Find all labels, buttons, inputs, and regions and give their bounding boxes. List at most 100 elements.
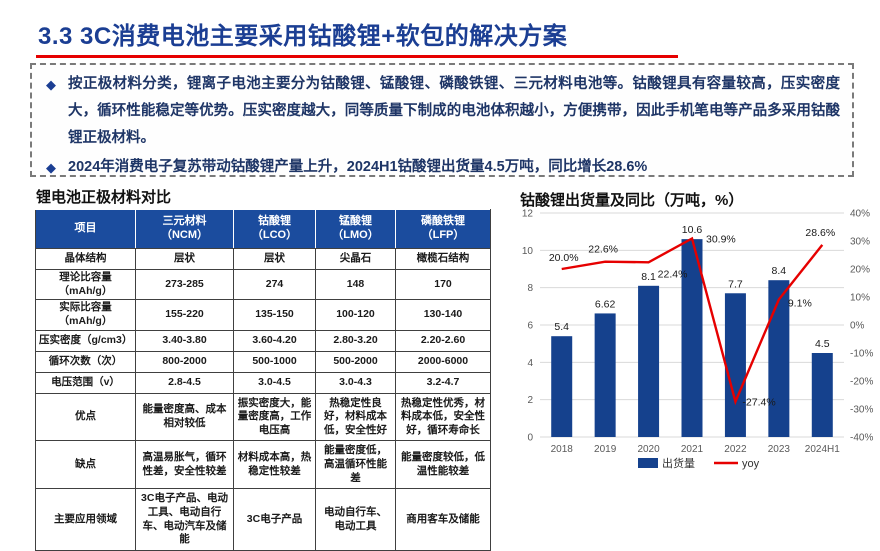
yoy-value-label: 30.9%: [706, 233, 736, 245]
bullet-item: ◆ 按正极材料分类，锂离子电池主要分为钴酸锂、锰酸锂、磷酸铁锂、三元材料电池等。…: [46, 71, 840, 152]
highlight-box: ◆ 按正极材料分类，锂离子电池主要分为钴酸锂、锰酸锂、磷酸铁锂、三元材料电池等。…: [30, 63, 854, 177]
svg-text:12: 12: [522, 209, 534, 220]
table-cell: 能量密度低，高温循环性能差: [315, 440, 396, 490]
row-label-cell: 缺点: [35, 440, 136, 490]
row-label-cell: 实际比容量（mAh/g）: [35, 299, 136, 331]
svg-text:4: 4: [527, 358, 533, 369]
yoy-value-label: 22.4%: [658, 268, 688, 280]
yoy-value-label: 9.1%: [788, 298, 812, 310]
row-label-cell: 循环次数（次）: [35, 350, 136, 373]
table-cell: 橄榄石结构: [395, 248, 491, 270]
table-row: 缺点 高温易胀气，循环性差，安全性较差 材料成本高，热稳定性较差 能量密度低，高温循环…: [35, 440, 491, 490]
table-cell: 层状: [233, 248, 316, 270]
diamond-bullet-icon: ◆: [46, 160, 56, 175]
table-header-cell: 钴酸锂 （LCO）: [233, 209, 316, 249]
x-axis-labels: 2018 2019 2020 2021 2022 2023 2024H1: [551, 444, 841, 455]
table-cell: 2.8-4.5: [135, 371, 234, 394]
svg-text:30%: 30%: [850, 237, 870, 248]
table-cell: 3C电子产品、电动工具、电动自行车、电动汽车及储能: [135, 488, 234, 551]
yoy-value-label: 20.0%: [549, 252, 579, 264]
bar-2018-plus-0: [551, 336, 573, 437]
yoy-value-label: -27.4%: [742, 397, 775, 409]
x-axis-label: 2024H1: [805, 444, 840, 455]
table-row: 晶体结构 层状 层状 尖晶石 橄榄石结构: [35, 248, 491, 270]
row-label-cell: 优点: [35, 392, 136, 442]
table-cell: 3.0-4.5: [233, 371, 316, 394]
table-row: 实际比容量（mAh/g） 155-220 135-150 100-120 130-140: [35, 299, 491, 331]
bar-2018-plus-6: [811, 353, 833, 437]
bar-value-label: 8.1: [641, 271, 656, 283]
row-label-cell: 晶体结构: [35, 248, 136, 270]
table-cell: 800-2000: [135, 350, 234, 373]
bar-2018-plus-5: [768, 280, 790, 437]
legend-bar-label: 出货量: [662, 456, 695, 470]
table-cell: 273-285: [135, 268, 234, 301]
diamond-bullet-icon: ◆: [46, 77, 56, 92]
table-title: 锂电池正极材料对比: [36, 189, 172, 206]
table-cell: 3.40-3.80: [135, 329, 234, 352]
table-cell: 100-120: [315, 299, 396, 331]
svg-text:40%: 40%: [850, 209, 870, 220]
table-head: 项目 三元材料 （NCM） 钴酸锂 （LCO） 锰酸锂 （LMO） 磷酸铁锂 （LFP）: [35, 209, 491, 249]
table-cell: 热稳定性优秀，材料成本低，安全性好，循环寿命长: [395, 392, 491, 442]
bar-value-label: 6.62: [595, 298, 616, 310]
table-cell: 500-2000: [315, 350, 396, 373]
svg-text:6: 6: [527, 321, 533, 332]
table-header-cell: 项目: [35, 209, 136, 249]
bullet-item: ◆ 2024年消费电子复苏带动钴酸锂产量上升，2024H1钴酸锂出货量4.5万吨…: [46, 154, 840, 181]
svg-text:8: 8: [527, 283, 533, 294]
table-cell: 高温易胀气，循环性差，安全性较差: [135, 440, 234, 490]
svg-text:20%: 20%: [850, 265, 870, 276]
bar-2018-plus-3: [681, 239, 703, 437]
row-label-cell: 主要应用领域: [35, 488, 136, 551]
table-cell: 135-150: [233, 299, 316, 331]
table-cell: 3.2-4.7: [395, 371, 491, 394]
table-cell: 2.80-3.20: [315, 329, 396, 352]
row-label-cell: 电压范围（v）: [35, 371, 136, 394]
x-axis-label: 2018: [551, 444, 574, 455]
left-axis-ticks: 0 2 4 6 8 10 12: [522, 209, 534, 444]
svg-text:-10%: -10%: [850, 349, 873, 360]
x-axis-label: 2023: [768, 444, 791, 455]
table-header-cell: 锰酸锂 （LMO）: [315, 209, 396, 249]
svg-text:-30%: -30%: [850, 405, 873, 416]
table-cell: 能量密度高、成本相对较低: [135, 392, 234, 442]
right-axis-ticks: -40% -30% -20% -10% 0% 10% 20% 30% 40%: [850, 209, 873, 444]
table-header-cell: 磷酸铁锂 （LFP）: [395, 209, 491, 249]
table-row: 电压范围（v） 2.8-4.5 3.0-4.5 3.0-4.3 3.2-4.7: [35, 371, 491, 394]
table-row: 压实密度（g/cm3） 3.40-3.80 3.60-4.20 2.80-3.20 2.…: [35, 329, 491, 352]
row-label-cell: 压实密度（g/cm3）: [35, 329, 136, 352]
yoy-line: [561, 236, 824, 406]
yoy-labels: 20.0% 22.6% 22.4% 30.9% -27.4% 9.1% 28.6%: [549, 227, 835, 409]
svg-text:-40%: -40%: [850, 433, 873, 444]
table-cell: 材料成本高，热稳定性较差: [233, 440, 316, 490]
x-axis-label: 2021: [681, 444, 704, 455]
table-cell: 电动自行车、电动工具: [315, 488, 396, 551]
svg-text:-20%: -20%: [850, 377, 873, 388]
svg-text:2: 2: [527, 395, 533, 406]
table-cell: 振实密度大，能量密度高，工作电压高: [233, 392, 316, 442]
svg-text:10%: 10%: [850, 293, 870, 304]
chart-legend: 出货量 yoy: [638, 456, 760, 470]
table-row: 理论比容量（mAh/g） 273-285 274 148 170: [35, 268, 491, 301]
svg-text:0: 0: [527, 433, 533, 444]
x-axis-label: 2019: [594, 444, 617, 455]
table-row: 主要应用领域 3C电子产品、电动工具、电动自行车、电动汽车及储能 3C电子产品 电动自…: [35, 488, 491, 551]
table-cell: 层状: [135, 248, 234, 270]
table-cell: 500-1000: [233, 350, 316, 373]
bullet-text: 按正极材料分类，锂离子电池主要分为钴酸锂、锰酸锂、磷酸铁锂、三元材料电池等。钴酸…: [68, 76, 840, 146]
shipment-bars: 5.4 6.62 8.1 10.6 7.7 8.4 4.5: [551, 224, 833, 437]
table-cell: 155-220: [135, 299, 234, 331]
page-title: 3.3 3C消费电池主要采用钴酸锂+软包的解决方案: [38, 23, 568, 50]
yoy-value-label: 28.6%: [805, 227, 835, 239]
table-cell: 热稳定性良好，材料成本低，安全性好: [315, 392, 396, 442]
title-underline: [36, 55, 678, 58]
row-label-cell: 理论比容量（mAh/g）: [35, 268, 136, 301]
x-axis-label: 2022: [724, 444, 747, 455]
legend-line-label: yoy: [742, 458, 760, 470]
table-row: 优点 能量密度高、成本相对较低 振实密度大，能量密度高，工作电压高 热稳定性良好，材料…: [35, 392, 491, 442]
bar-value-label: 8.4: [772, 265, 787, 277]
bar-2018-plus-4: [724, 293, 746, 437]
svg-text:10: 10: [522, 246, 534, 257]
table-cell: 3.0-4.3: [315, 371, 396, 394]
